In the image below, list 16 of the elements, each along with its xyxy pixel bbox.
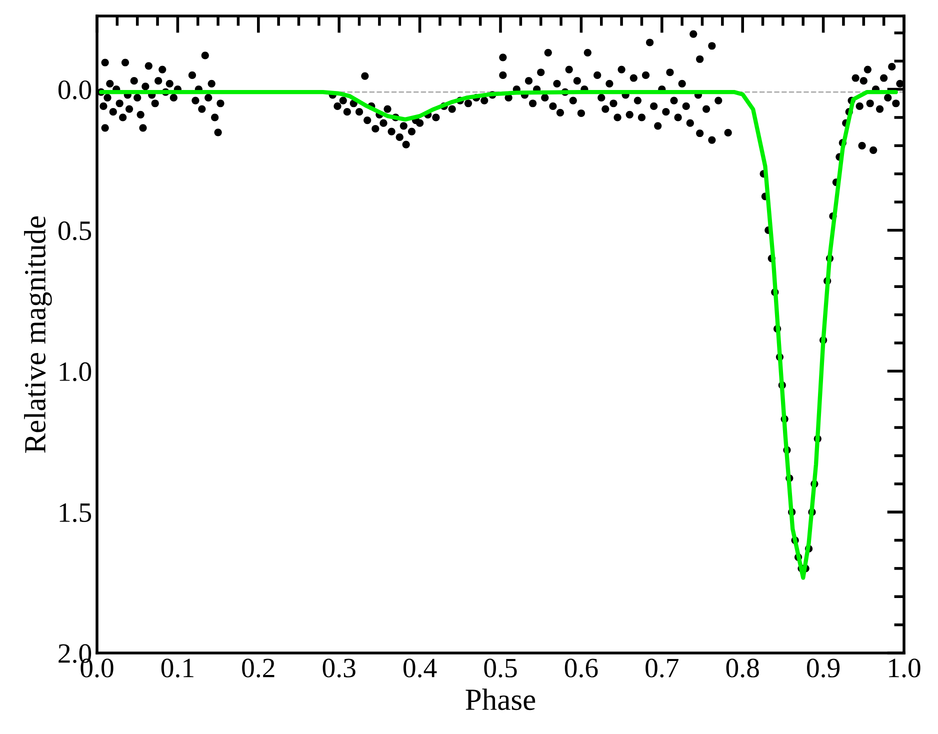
y-tick-label: 1.0	[60, 362, 92, 382]
x-tick-label: 0.5	[484, 658, 517, 678]
y-tick-label: 0.0	[58, 80, 92, 100]
x-tick-label: 0.1	[161, 658, 194, 678]
x-tick-label: 1.0	[889, 658, 920, 678]
x-tick-label: 0.7	[646, 658, 678, 678]
x-tick-label: 0.6	[564, 658, 598, 678]
x-axis-title: Phase	[466, 688, 536, 710]
x-tick-label: 0.8	[726, 658, 759, 678]
y-tick-label: 1.5	[60, 503, 92, 522]
x-tick-label: 0.3	[322, 658, 356, 678]
x-tick-label: 0.2	[242, 658, 274, 678]
y-tick-label: 0.5	[58, 221, 92, 240]
y-axis-title: Relative magnitude	[24, 216, 52, 453]
x-tick-label: 0.4	[404, 658, 437, 678]
x-tick-label: 0.9	[807, 658, 840, 678]
